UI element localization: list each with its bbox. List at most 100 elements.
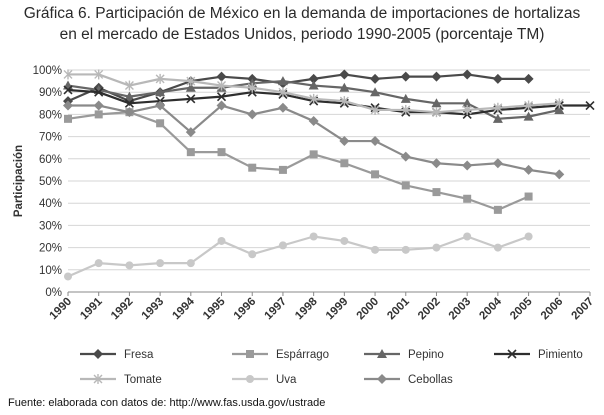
legend-label: Pimiento: [538, 349, 583, 361]
data-point-pepino: [523, 111, 534, 121]
data-point-fresa: [216, 71, 227, 82]
data-point-uva: [340, 236, 349, 245]
data-point-pepino: [370, 87, 381, 97]
data-point-cebollas: [63, 100, 73, 111]
data-point-tomate: [217, 80, 227, 91]
data-point-tomate: [278, 87, 288, 98]
data-point-esparrago: [94, 110, 103, 119]
legend-marker: [246, 375, 254, 383]
legend-label: Tomate: [124, 374, 162, 386]
data-point-cebollas: [247, 109, 258, 120]
y-tick-label: 60%: [39, 154, 62, 166]
data-point-tomate: [247, 82, 257, 93]
chart-title-line-2: en el mercado de Estados Unidos, periodo…: [59, 26, 545, 43]
data-point-pepino: [308, 80, 319, 90]
x-tick-label: 1995: [201, 295, 228, 322]
data-point-pepino: [155, 87, 166, 97]
data-point-fresa: [431, 71, 442, 82]
data-point-pimiento: [585, 100, 595, 111]
series-line-esparrago: [67, 111, 530, 211]
x-tick-label: 2003: [447, 296, 474, 323]
series-esparrago: [64, 108, 533, 214]
y-tick-label: 40%: [39, 198, 62, 210]
data-point-pepino: [339, 82, 350, 92]
series-uva: [64, 232, 533, 281]
data-point-uva: [217, 236, 226, 245]
legend-item-fresa: Fresa: [80, 349, 154, 361]
data-point-cebollas: [308, 116, 319, 127]
data-point-cebollas: [124, 107, 135, 118]
data-point-pepino: [554, 104, 565, 114]
data-point-fresa: [339, 69, 350, 80]
data-point-cebollas: [155, 100, 166, 111]
x-tick-label: 1990: [48, 296, 75, 323]
legend-marker: [246, 350, 254, 358]
data-point-uva: [524, 232, 533, 241]
data-point-pimiento: [63, 85, 73, 95]
legend-label: Espárrago: [276, 349, 329, 361]
data-point-tomate: [63, 69, 73, 80]
data-point-tomate: [94, 69, 104, 80]
legend-item-pimiento: Pimiento: [494, 349, 583, 361]
legend-item-pepino: Pepino: [364, 349, 444, 361]
data-point-cebollas: [185, 127, 196, 138]
data-point-esparrago: [278, 165, 287, 174]
data-point-pimiento: [124, 98, 134, 108]
data-point-fresa: [462, 69, 473, 80]
data-point-esparrago: [371, 170, 380, 179]
data-point-pepino: [431, 98, 442, 108]
data-point-cebollas: [462, 160, 473, 171]
y-tick-label: 0%: [45, 287, 62, 299]
data-point-uva: [371, 245, 380, 254]
series-pimiento: [63, 85, 595, 119]
line-chart: 0%10%20%30%40%50%60%70%80%90%100%1990 199…: [13, 65, 596, 386]
series-line-uva: [67, 235, 529, 278]
data-point-esparrago: [64, 114, 72, 123]
data-point-tomate: [431, 107, 441, 118]
data-point-esparrago: [524, 192, 533, 201]
data-point-fresa: [523, 73, 534, 84]
x-tick-label: 1992: [109, 296, 136, 323]
series-line-fresa: [67, 73, 529, 103]
data-point-tomate: [370, 104, 380, 115]
data-point-cebollas: [492, 158, 503, 169]
legend-label: Fresa: [124, 349, 154, 361]
y-tick-label: 70%: [39, 132, 62, 144]
data-point-cebollas: [431, 158, 442, 169]
data-point-pimiento: [186, 94, 196, 104]
data-point-pepino: [277, 76, 288, 86]
x-tick-label: 1998: [293, 295, 320, 322]
data-point-uva: [125, 261, 134, 270]
data-point-esparrago: [432, 188, 441, 197]
data-point-uva: [186, 259, 195, 268]
legend-item-esparrago: Espárrago: [232, 349, 329, 361]
series-cebollas: [63, 100, 565, 180]
data-point-esparrago: [401, 181, 410, 190]
legend-item-cebollas: Cebollas: [364, 374, 453, 386]
data-point-tomate: [524, 100, 534, 111]
data-point-esparrago: [248, 163, 257, 172]
legend-marker: [93, 349, 103, 359]
x-tick-label: 2000: [355, 296, 382, 323]
legend-item-tomate: Tomate: [80, 374, 162, 386]
legend-item-uva: Uva: [232, 374, 297, 386]
data-point-cebollas: [339, 136, 350, 147]
data-point-uva: [309, 232, 318, 241]
data-point-uva: [94, 259, 103, 268]
data-point-uva: [248, 250, 257, 259]
data-point-pepino: [185, 82, 196, 92]
data-point-pepino: [492, 113, 503, 123]
legend-label: Uva: [276, 374, 297, 386]
legend-marker: [93, 374, 103, 384]
y-tick-label: 30%: [39, 220, 62, 232]
y-tick-label: 50%: [39, 176, 62, 188]
x-tick-label: 2002: [416, 296, 443, 323]
data-point-esparrago: [463, 194, 472, 203]
data-point-cebollas: [554, 169, 565, 180]
data-point-tomate: [554, 98, 564, 109]
x-tick-label: 2006: [539, 296, 566, 323]
legend-label: Cebollas: [408, 374, 453, 386]
data-point-uva: [463, 232, 472, 241]
x-tick-label: 1996: [232, 296, 259, 323]
data-point-cebollas: [370, 136, 381, 147]
